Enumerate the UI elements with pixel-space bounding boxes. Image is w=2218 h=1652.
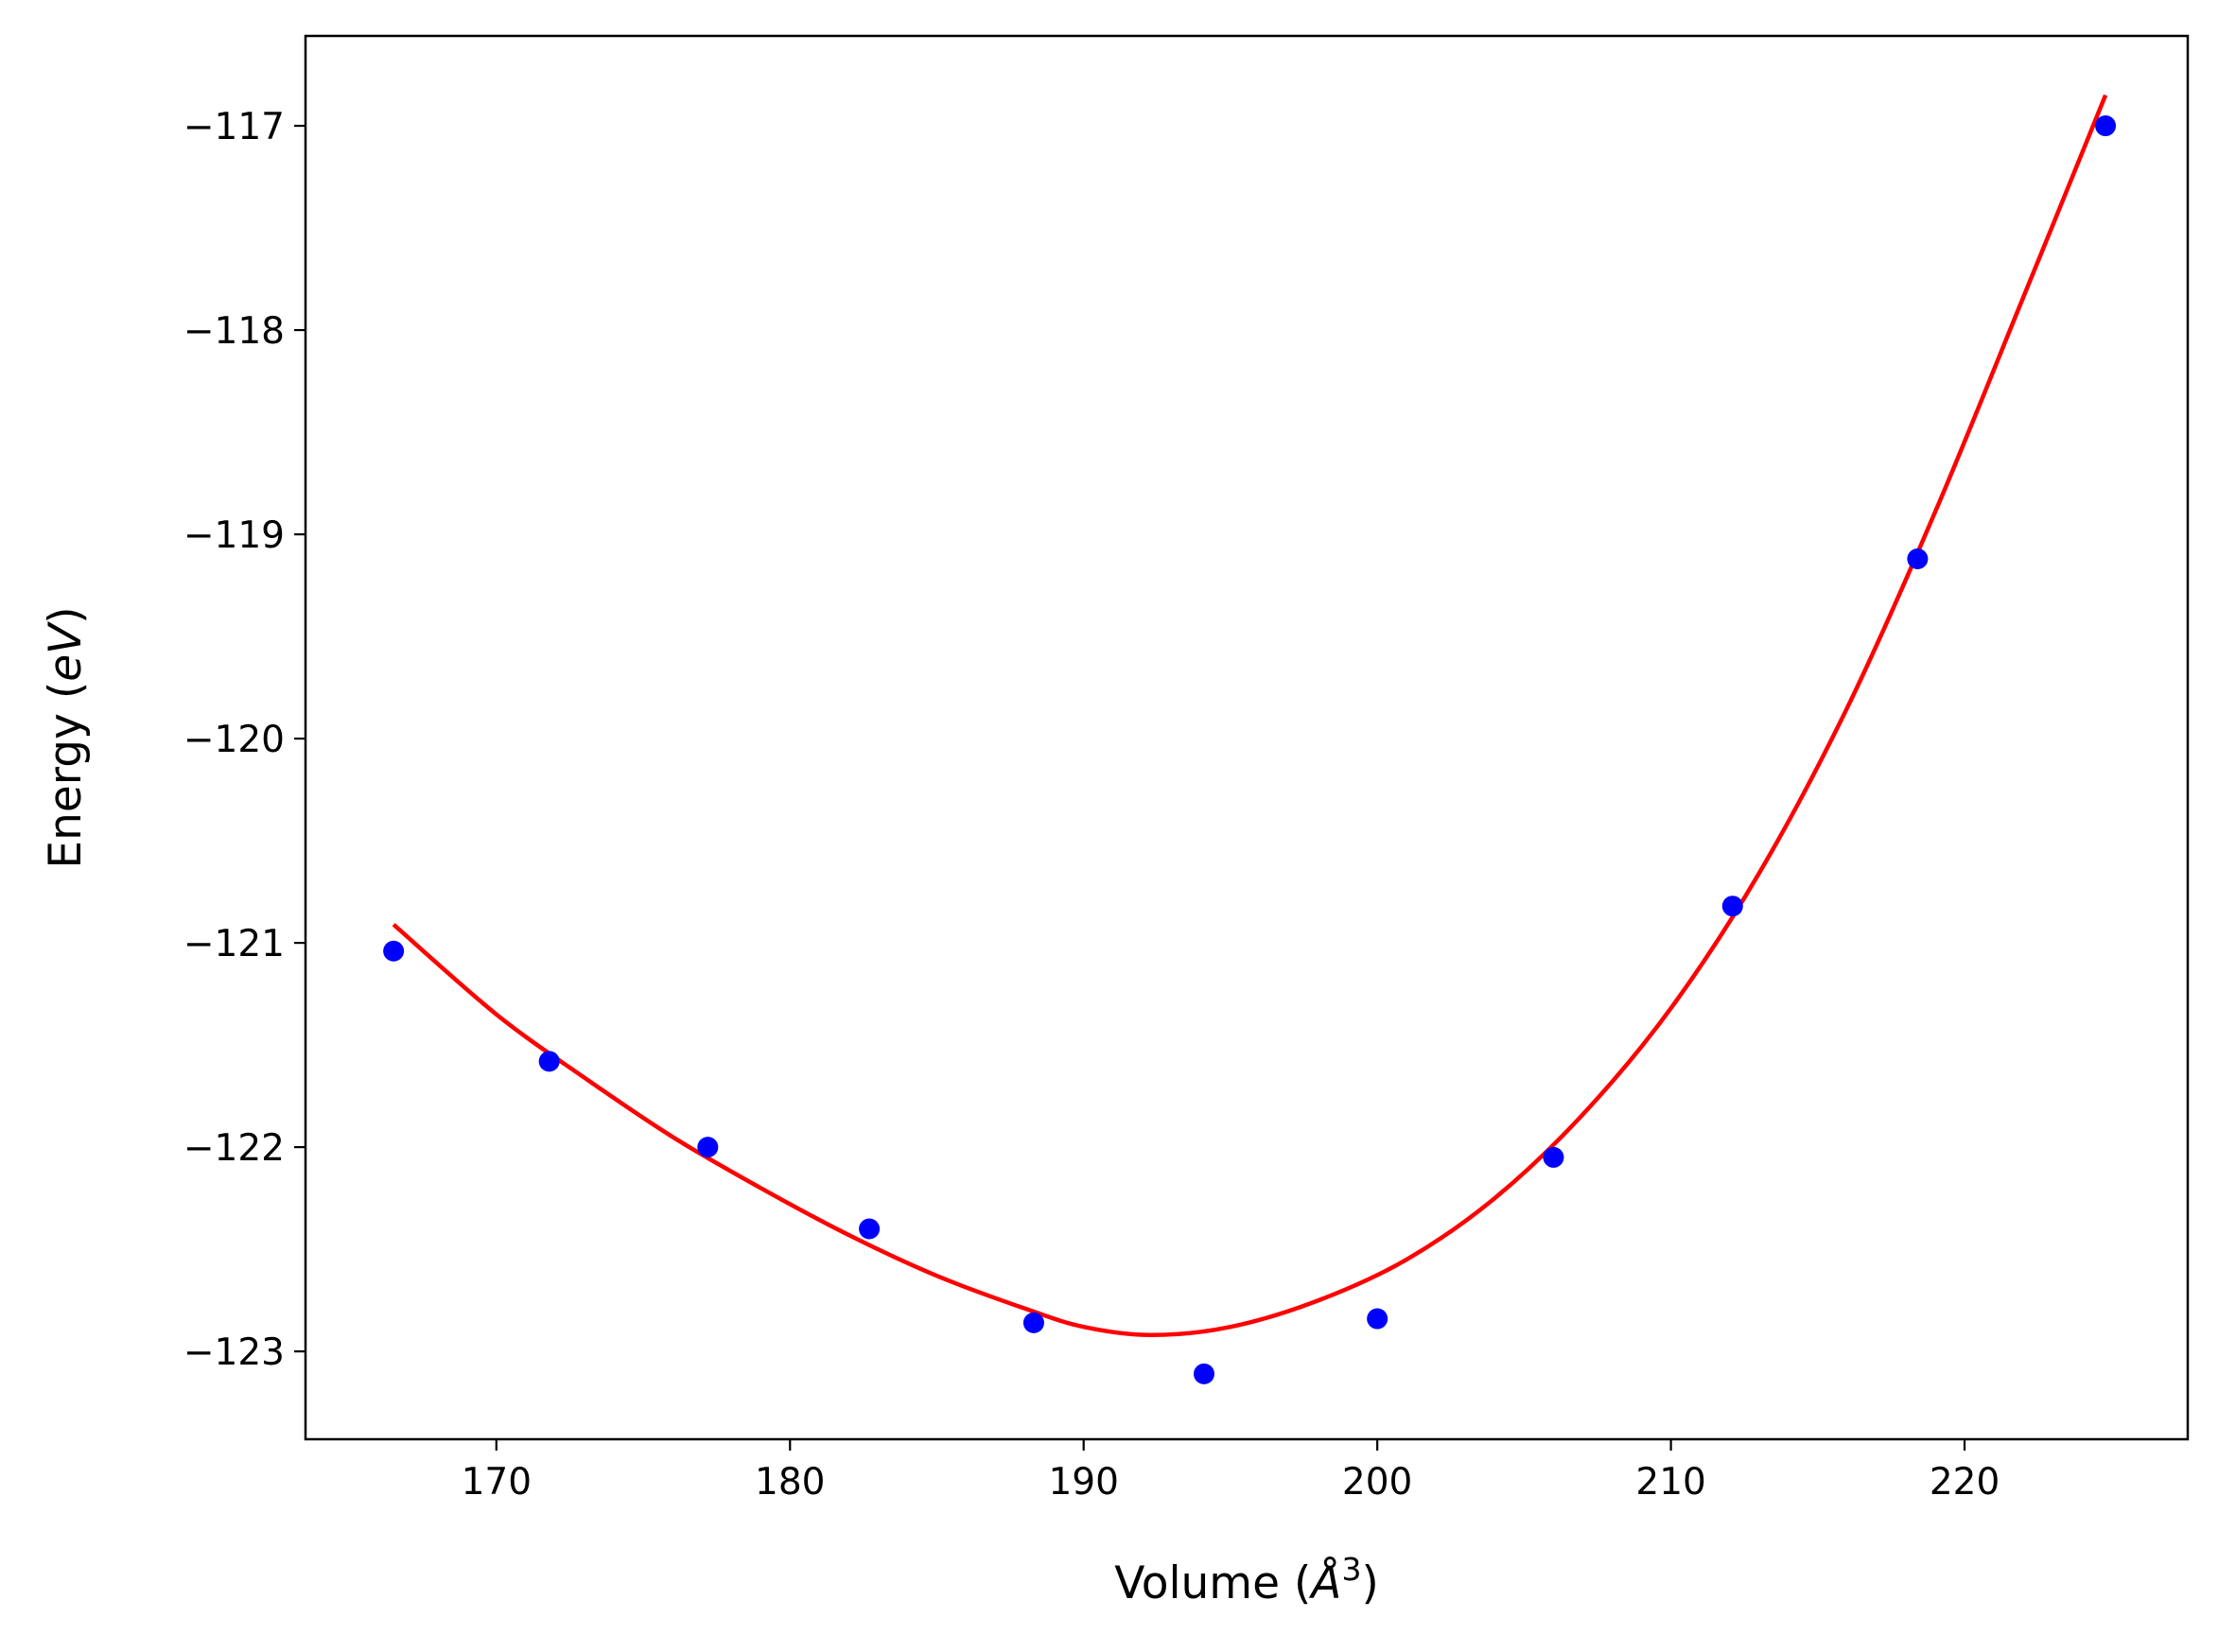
data-point (1193, 1363, 1214, 1384)
y-tick-label: −120 (183, 719, 285, 761)
fit-curve (392, 94, 2108, 1338)
x-tick-label: 190 (1048, 1461, 1118, 1504)
data-point (538, 1051, 560, 1072)
data-point (1721, 896, 1743, 917)
plot-area (306, 36, 2188, 1439)
y-axis-ticks: −117 −118 −119 −120 −121 −122 −123 (183, 106, 306, 1374)
data-point (1543, 1146, 1564, 1168)
data-point (1367, 1308, 1388, 1330)
y-tick-label: −119 (183, 514, 285, 557)
x-tick-label: 220 (1930, 1461, 2000, 1504)
data-point (1022, 1312, 1044, 1333)
y-axis-label: Energy (eV) (40, 606, 92, 868)
x-axis-label: Volume (Å3) (1114, 1551, 1379, 1610)
y-tick-label: −121 (183, 923, 285, 965)
x-axis-ticks: 170 180 190 200 210 220 (462, 1439, 2000, 1504)
data-point (1907, 548, 1929, 569)
y-tick-label: −117 (183, 106, 285, 148)
x-tick-label: 180 (755, 1461, 825, 1504)
fit-curve-layer (392, 94, 2108, 1338)
data-point (383, 940, 405, 962)
y-tick-label: −123 (183, 1331, 285, 1374)
data-point (697, 1137, 719, 1158)
x-tick-label: 210 (1635, 1461, 1705, 1504)
data-point (2095, 115, 2117, 137)
data-point (859, 1218, 881, 1240)
x-tick-label: 170 (462, 1461, 532, 1504)
y-tick-label: −118 (183, 310, 285, 353)
x-tick-label: 200 (1342, 1461, 1412, 1504)
data-points-layer (383, 115, 2117, 1384)
y-tick-label: −122 (183, 1127, 285, 1170)
